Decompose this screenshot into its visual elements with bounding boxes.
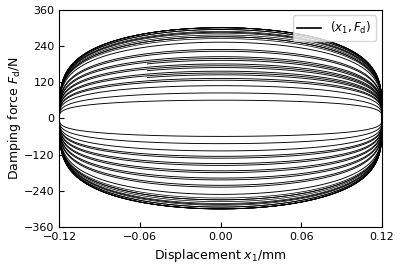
X-axis label: Displacement $x_1$/mm: Displacement $x_1$/mm <box>154 247 287 264</box>
Legend: $(x_1, F_{\rm d})$: $(x_1, F_{\rm d})$ <box>292 15 376 41</box>
Y-axis label: Damping force $F_{\rm d}$/N: Damping force $F_{\rm d}$/N <box>6 56 22 180</box>
